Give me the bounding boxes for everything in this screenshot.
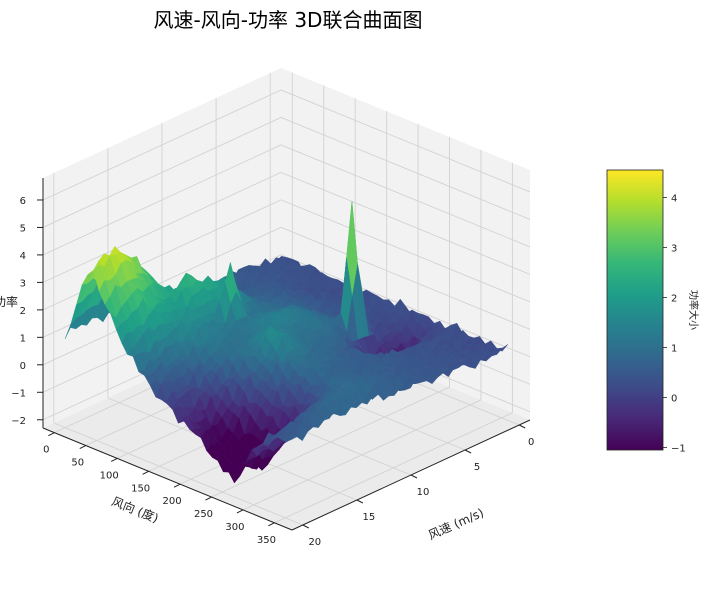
direction-tick-label: 150 bbox=[131, 483, 150, 494]
floor-gridline bbox=[53, 422, 303, 526]
colorbar-label: 功率大小 bbox=[687, 290, 700, 330]
direction-tick bbox=[268, 522, 275, 527]
z-tick-label: 3 bbox=[20, 278, 26, 289]
direction-tick bbox=[205, 496, 212, 501]
speed-tick bbox=[464, 449, 472, 454]
z-axis-label: 功率 bbox=[0, 294, 18, 309]
z-tick-label: 2 bbox=[20, 306, 26, 317]
left-pane-gridline bbox=[42, 89, 282, 201]
speed-axis-label: 风速 (m/s) bbox=[426, 506, 486, 543]
direction-tick bbox=[79, 445, 86, 449]
colorbar-tick-label: 2 bbox=[671, 294, 677, 305]
colorbar bbox=[606, 169, 664, 451]
right-pane-gridline bbox=[280, 226, 531, 330]
direction-tick-label: 350 bbox=[257, 535, 276, 546]
speed-tick-label: 5 bbox=[474, 462, 480, 473]
direction-axis-line bbox=[42, 427, 293, 531]
colorbar-tick-label: 4 bbox=[671, 194, 677, 205]
z-tick-label: 4 bbox=[20, 251, 26, 262]
direction-tick-label: 50 bbox=[71, 458, 84, 469]
colorbar-tick-label: 3 bbox=[671, 244, 677, 255]
direction-tick-label: 0 bbox=[43, 445, 49, 456]
z-tick-label: 5 bbox=[20, 223, 26, 234]
speed-tick bbox=[410, 474, 418, 479]
left-pane-gridline bbox=[42, 144, 282, 256]
direction-tick bbox=[142, 470, 149, 475]
surface-facet bbox=[285, 436, 298, 443]
right-pane-gridline bbox=[280, 144, 531, 248]
right-pane-gridline bbox=[280, 171, 531, 275]
right-pane-gridline bbox=[280, 89, 531, 193]
z-tick-label: 1 bbox=[20, 333, 26, 344]
right-pane-gridline bbox=[280, 117, 531, 220]
direction-tick-label: 300 bbox=[225, 522, 244, 533]
colorbar-tick-label: −1 bbox=[671, 444, 686, 455]
left-pane-gridline bbox=[42, 171, 282, 283]
direction-tick-label: 200 bbox=[163, 496, 182, 507]
speed-tick bbox=[356, 499, 364, 504]
direction-axis-label: 风向 (度) bbox=[110, 493, 161, 525]
direction-tick-label: 250 bbox=[194, 509, 213, 520]
z-tick-label: 0 bbox=[20, 361, 26, 372]
direction-tick bbox=[236, 509, 244, 514]
right-pane-gridline bbox=[280, 199, 531, 303]
z-tick-label: 6 bbox=[20, 196, 26, 207]
speed-tick bbox=[302, 524, 310, 529]
speed-tick-label: 0 bbox=[528, 437, 534, 448]
direction-tick bbox=[48, 432, 55, 437]
colorbar-tick-label: 0 bbox=[671, 394, 677, 405]
speed-tick-label: 20 bbox=[308, 537, 321, 548]
direction-tick bbox=[173, 483, 181, 488]
speed-tick-label: 15 bbox=[363, 512, 376, 523]
direction-tick-label: 100 bbox=[100, 470, 119, 481]
chart-title: 风速-风向-功率 3D联合曲面图 bbox=[153, 8, 423, 32]
direction-tick bbox=[110, 457, 118, 462]
speed-tick-label: 10 bbox=[417, 487, 430, 498]
z-tick-label: −2 bbox=[11, 416, 26, 427]
left-pane-gridline bbox=[42, 117, 282, 228]
speed-tick bbox=[518, 424, 526, 429]
colorbar-tick-label: 1 bbox=[671, 344, 677, 355]
z-tick-label: −1 bbox=[11, 388, 26, 399]
